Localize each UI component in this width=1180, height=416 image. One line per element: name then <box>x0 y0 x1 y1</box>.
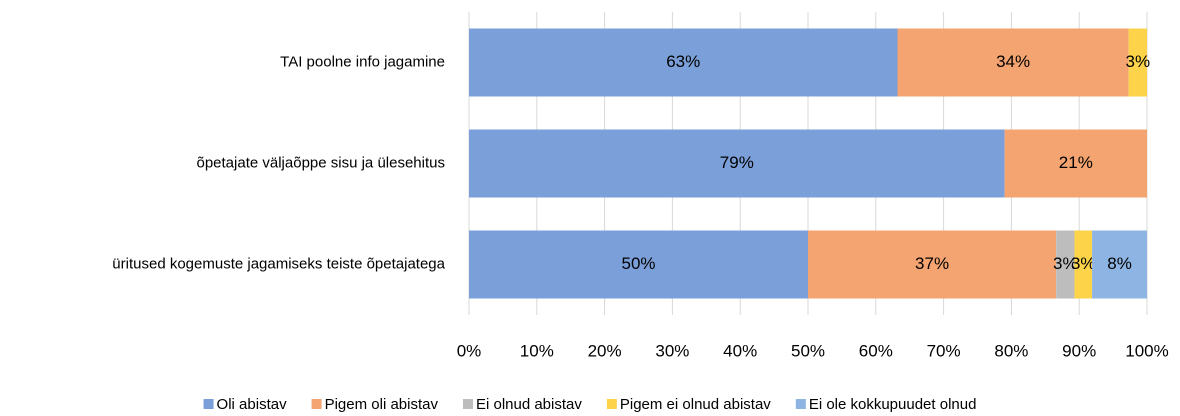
data-label: 37% <box>915 254 949 273</box>
x-tick-label: 60% <box>859 341 893 360</box>
x-tick-label: 90% <box>1062 341 1096 360</box>
bar-segment <box>469 230 808 299</box>
legend-label: Pigem oli abistav <box>325 396 439 413</box>
x-tick-label: 0% <box>457 341 482 360</box>
category-label: TAI poolne info jagamine <box>280 53 445 70</box>
bar-segment <box>469 129 1005 198</box>
bar-segment <box>1128 28 1147 97</box>
x-tick-label: 70% <box>927 341 961 360</box>
x-tick-label: 40% <box>723 341 757 360</box>
data-label: 63% <box>666 52 700 71</box>
bar-segment <box>469 28 898 97</box>
data-label: 3% <box>1071 254 1096 273</box>
legend-swatch <box>795 399 806 409</box>
bar-segment <box>1092 230 1147 299</box>
data-label: 8% <box>1107 254 1132 273</box>
x-tick-label: 100% <box>1125 341 1168 360</box>
data-label: 3% <box>1126 52 1151 71</box>
legend-swatch <box>462 399 473 409</box>
legend-label: Ei ole kokkupuudet olnud <box>809 396 977 413</box>
bar-segment <box>1074 230 1093 299</box>
category-label: üritused kogemuste jagamiseks teiste õpe… <box>112 255 445 272</box>
category-label: õpetajate väljaõppe sisu ja ülesehitus <box>196 154 445 171</box>
x-tick-label: 10% <box>520 341 554 360</box>
legend-swatch <box>203 399 214 409</box>
x-tick-label: 20% <box>588 341 622 360</box>
legend-label: Pigem ei olnud abistav <box>620 396 771 413</box>
x-tick-label: 80% <box>994 341 1028 360</box>
legend-swatch <box>311 399 322 409</box>
bar-segment <box>808 230 1057 299</box>
x-tick-label: 30% <box>655 341 689 360</box>
data-label: 34% <box>996 52 1030 71</box>
bar-segment <box>1004 129 1147 198</box>
data-label: 3% <box>1053 254 1078 273</box>
legend-label: Ei olnud abistav <box>476 396 582 413</box>
legend-swatch <box>606 399 617 409</box>
bar-segment <box>897 28 1129 97</box>
bar-segment <box>1056 230 1075 299</box>
data-label: 79% <box>720 153 754 172</box>
legend-label: Oli abistav <box>217 396 288 413</box>
data-label: 21% <box>1059 153 1093 172</box>
data-label: 50% <box>621 254 655 273</box>
x-tick-label: 50% <box>791 341 825 360</box>
